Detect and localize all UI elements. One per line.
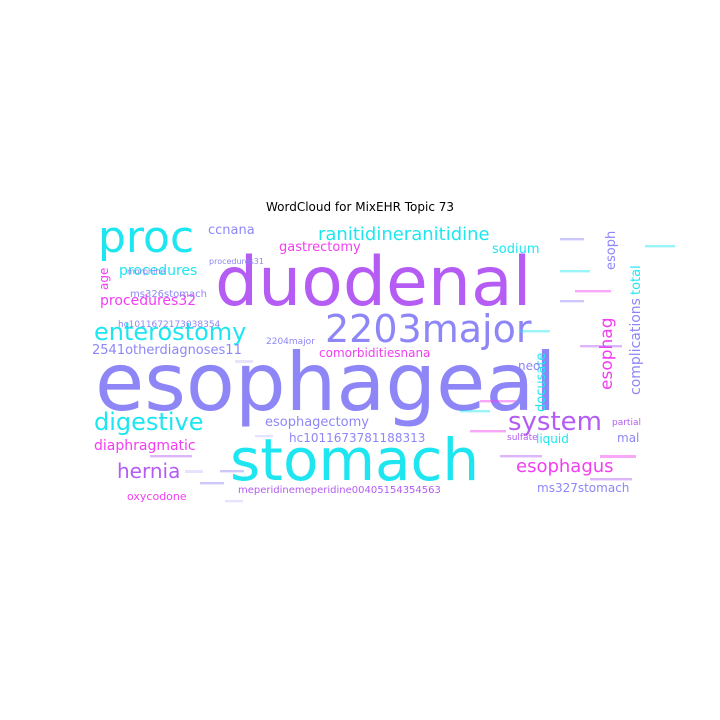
tiny-word-mark [580,345,622,348]
tiny-word-mark [575,290,611,293]
cloud-word: procedures31 [209,257,264,266]
cloud-word: neo [518,359,540,373]
cloud-word: 2541otherdiagnoses11 [92,343,242,358]
cloud-word: ms326stomach [130,289,207,300]
small-words-layer [150,238,675,503]
tiny-word-mark [520,330,550,333]
tiny-word-mark [150,455,192,458]
tiny-word-mark [235,360,253,363]
cloud-word: procedures [119,263,197,279]
cloud-word: stomach [230,426,479,494]
cloud-word: esophag [597,318,617,391]
cloud-word: hernia [117,459,180,483]
tiny-word-mark [560,238,584,241]
tiny-word-mark [185,470,203,473]
cloud-word: enterostomy [94,318,246,346]
cloud-word: docusate [534,353,549,412]
tiny-word-mark [220,470,244,473]
tiny-word-mark [470,430,506,433]
cloud-word: hc1011672173038354 [118,320,221,330]
cloud-word: complications [628,298,644,395]
cloud-word: mal [617,431,639,445]
tiny-word-mark [590,478,632,481]
cloud-word: esoph [604,231,619,270]
words-layer: esophageal duodenal stomach 2203major proc en… [92,212,644,503]
tiny-word-mark [480,400,516,403]
cloud-word: morphine [127,267,165,276]
chart-title: WordCloud for MixEHR Topic 73 [265,200,455,214]
cloud-word: comorbiditiesnana [319,346,430,360]
cloud-word: procedures32 [100,293,196,309]
cloud-word: duodenal [215,243,532,322]
cloud-word: ms327stomach [537,481,629,495]
cloud-word: ccnana [208,223,255,238]
cloud-word: 2204major [266,337,315,347]
cloud-word: gastrectomy [279,240,361,255]
cloud-word: meperidinemeperidine00405154354563 [238,485,441,496]
tiny-word-mark [225,500,243,503]
cloud-word: partial [612,418,641,428]
cloud-word: digestive [94,408,203,436]
cloud-word: esophageal [95,336,557,429]
tiny-word-mark [645,245,675,248]
tiny-word-mark [200,482,224,485]
cloud-word: sulfate [507,433,538,443]
cloud-word: total [629,265,644,295]
cloud-word: proc [98,212,194,263]
tiny-word-mark [600,455,636,458]
tiny-word-mark [560,270,590,273]
cloud-word: hc1011673781188313 [289,431,425,445]
cloud-word: diaphragmatic [94,438,196,454]
cloud-word: esophagectomy [265,415,369,430]
tiny-word-mark [500,455,542,458]
tiny-word-mark [560,300,584,303]
cloud-word: esophagus [516,456,614,477]
cloud-word: oxycodone [127,490,187,503]
tiny-word-mark [460,410,490,413]
cloud-word: age [97,268,111,290]
tiny-word-mark [255,435,273,438]
cloud-word: liquid [536,432,569,446]
cloud-word: sodium [492,242,540,257]
cloud-word: 2203major [325,307,532,351]
cloud-word: system [508,407,602,437]
cloud-word: ranitidineranitidine [318,224,490,245]
